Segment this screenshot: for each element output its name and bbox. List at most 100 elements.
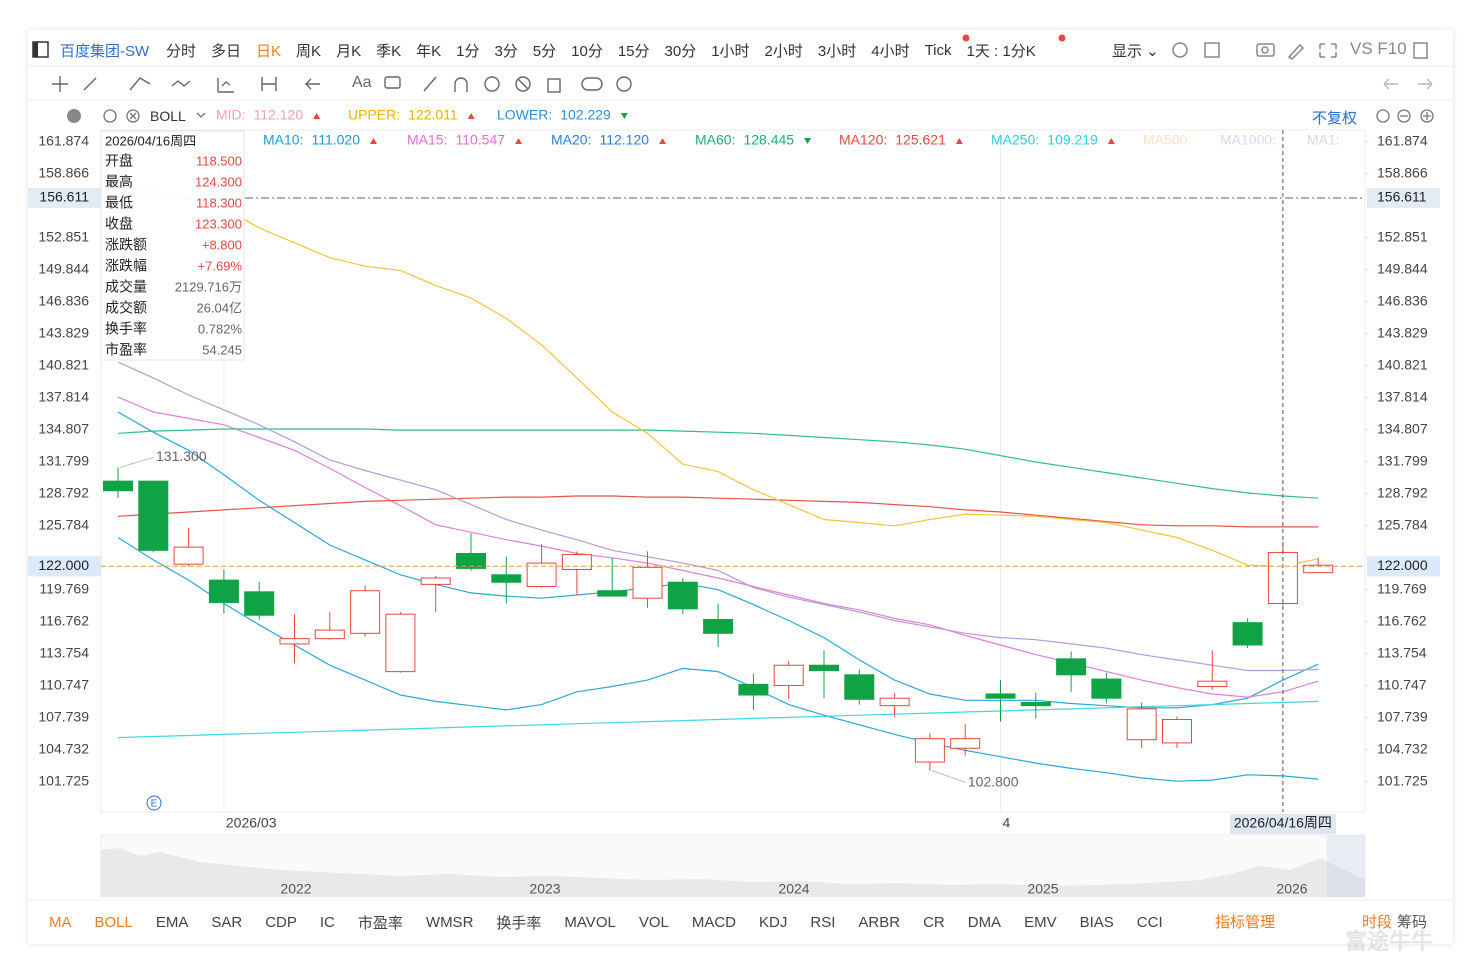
info-value: 54.245: [202, 342, 242, 357]
period-item[interactable]: 4小时: [871, 42, 910, 60]
period-item[interactable]: 5分: [532, 42, 557, 60]
indicator-tab[interactable]: SAR: [211, 913, 243, 931]
period-item[interactable]: 年K: [416, 42, 442, 60]
y-tick-label: 101.725: [38, 773, 89, 789]
period-item[interactable]: 季K: [376, 42, 402, 60]
compare-button[interactable]: VS F10: [1350, 39, 1407, 58]
y-tick-label: 107.739: [38, 709, 89, 725]
y-tick-label-right: 101.725: [1377, 773, 1428, 789]
period-item[interactable]: 分时: [166, 42, 197, 60]
period-item[interactable]: 15分: [617, 42, 650, 60]
indicator-tools[interactable]: [67, 109, 1434, 123]
info-key: 成交额: [105, 300, 147, 316]
period-item[interactable]: 2小时: [764, 42, 803, 60]
indicator-line: [117, 700, 1319, 739]
legend-name: MA10:: [263, 132, 303, 148]
adjust-mode[interactable]: 不复权: [1312, 110, 1358, 127]
candle-body: [667, 581, 698, 610]
candle-body: [208, 579, 239, 603]
indicator-tab[interactable]: EMA: [155, 913, 189, 931]
candle-body: [597, 590, 628, 597]
period-item[interactable]: 30分: [664, 42, 697, 60]
period-item[interactable]: 日K: [256, 42, 282, 60]
price-box-right: [1367, 556, 1440, 577]
y-tick-label-right: 107.739: [1377, 709, 1428, 725]
indicator-tab[interactable]: VOL: [638, 913, 669, 931]
indicator-tab[interactable]: ARBR: [858, 913, 901, 931]
indicator-tab[interactable]: MA: [49, 913, 72, 931]
candle-body: [385, 613, 416, 673]
navigator-label: 2024: [778, 881, 809, 897]
indicator-tab[interactable]: 换手率: [496, 914, 542, 932]
price-box-label: 156.611: [39, 189, 89, 205]
trend-arrow: [659, 138, 667, 144]
period-item[interactable]: 3小时: [817, 42, 857, 60]
indicator-tab[interactable]: RSI: [810, 913, 836, 931]
candle-body: [1162, 718, 1192, 744]
indicator-tab[interactable]: CDP: [265, 913, 297, 931]
info-value: 118.300: [196, 195, 242, 210]
period-item[interactable]: 1分: [456, 42, 480, 60]
info-value: 2129.716万: [175, 279, 242, 294]
indicator-tab[interactable]: BIAS: [1079, 913, 1114, 931]
legend-name: MA1000:: [1220, 132, 1276, 148]
info-key: 换手率: [105, 321, 147, 337]
display-menu[interactable]: 显示 ⌄: [1112, 43, 1159, 60]
navigator-window[interactable]: [1327, 835, 1365, 897]
undo-redo[interactable]: [1383, 78, 1433, 90]
info-value: 123.300: [195, 216, 242, 231]
y-tick-label-right: 113.754: [1377, 645, 1427, 661]
display-label[interactable]: 显示: [1112, 43, 1143, 60]
period-item[interactable]: 周K: [296, 42, 322, 60]
right-tools[interactable]: [1172, 42, 1428, 60]
extreme-label: 102.800: [968, 773, 1019, 789]
candle-body: [879, 697, 910, 707]
legend-reading: 128.445: [743, 132, 794, 148]
y-tick-label-right: 140.821: [1377, 357, 1428, 373]
y-tick-label: 140.821: [38, 357, 89, 373]
period-item[interactable]: 1小时: [711, 42, 750, 60]
price-box-label-right: 156.611: [1377, 189, 1427, 205]
indicator-tab[interactable]: DMA: [967, 913, 1002, 931]
info-key: 最低: [105, 195, 133, 211]
indicator-tab[interactable]: IC: [319, 913, 335, 931]
chips-tab[interactable]: 筹码: [1397, 914, 1428, 931]
indicator-tab[interactable]: MACD: [691, 913, 737, 931]
candle-body: [844, 674, 875, 700]
indicator-line: [117, 411, 1319, 709]
text-tool[interactable]: Aa: [352, 74, 372, 91]
indicator-tab[interactable]: CR: [923, 913, 945, 931]
dividend-marker: E: [151, 799, 158, 810]
indicator-manage[interactable]: 指标管理: [1215, 914, 1276, 931]
indicator-tab[interactable]: MAVOL: [564, 913, 616, 931]
y-tick-label: 161.874: [38, 133, 89, 149]
indicator-tab[interactable]: EMV: [1024, 913, 1057, 931]
indicator-tab[interactable]: WMSR: [425, 913, 474, 931]
info-value: 26.04亿: [196, 300, 242, 315]
draw-tools[interactable]: [52, 76, 632, 93]
period-tab[interactable]: 时段: [1362, 914, 1393, 931]
watermark: 富途牛牛: [1345, 929, 1434, 954]
x-tick-label: 2026/03: [226, 815, 277, 831]
legend-name: MA500:: [1143, 132, 1191, 148]
info-key: 涨跌额: [105, 237, 147, 253]
indicator-tab[interactable]: KDJ: [759, 913, 788, 931]
info-key: 涨跌幅: [105, 258, 147, 274]
period-item[interactable]: 10分: [571, 42, 603, 60]
candle-body: [914, 738, 945, 763]
price-box-label-right: 122.000: [1377, 557, 1428, 573]
candle-body: [1091, 678, 1122, 699]
indicator-name[interactable]: BOLL: [150, 108, 186, 124]
candle-body: [491, 574, 522, 583]
period-item[interactable]: 多日: [211, 42, 242, 60]
period-item[interactable]: 1天 : 1分K: [966, 42, 1036, 60]
indicator-tab[interactable]: BOLL: [94, 913, 133, 931]
indicator-tab[interactable]: CCI: [1136, 913, 1163, 931]
period-item[interactable]: 月K: [336, 42, 362, 60]
period-item[interactable]: Tick: [924, 41, 952, 59]
indicator-tab[interactable]: 市盈率: [357, 914, 403, 932]
stock-name[interactable]: 百度集团-SW: [60, 43, 150, 60]
y-tick-label-right: 104.732: [1377, 741, 1428, 757]
period-item[interactable]: 3分: [494, 42, 518, 60]
navigator-label: 2023: [529, 881, 560, 897]
